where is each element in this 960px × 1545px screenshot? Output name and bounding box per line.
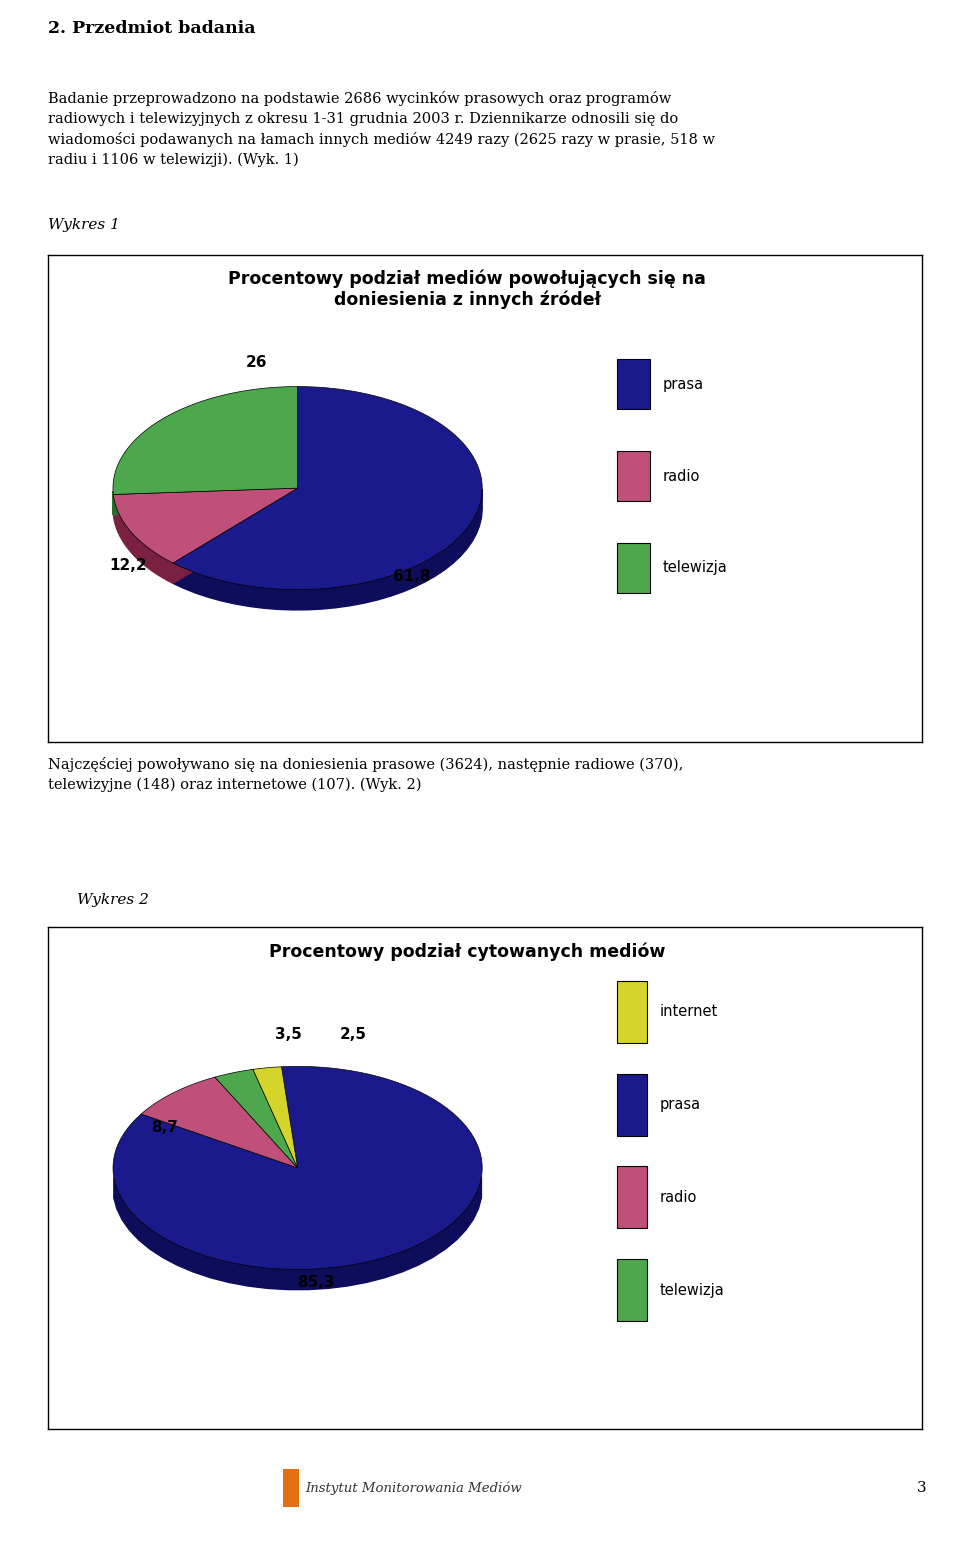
Polygon shape bbox=[173, 490, 482, 610]
Text: 2,5: 2,5 bbox=[340, 1027, 367, 1043]
Text: radio: radio bbox=[662, 468, 700, 484]
Polygon shape bbox=[173, 488, 298, 584]
Bar bbox=[617, 981, 647, 1043]
Bar bbox=[617, 1166, 647, 1228]
Text: telewizja: telewizja bbox=[660, 1282, 724, 1298]
Text: 12,2: 12,2 bbox=[108, 558, 147, 573]
Text: Badanie przeprowadzono na podstawie 2686 wycinków prasowych oraz programów
radio: Badanie przeprowadzono na podstawie 2686… bbox=[48, 91, 715, 167]
Text: prasa: prasa bbox=[662, 377, 704, 392]
Polygon shape bbox=[252, 1066, 298, 1168]
Text: Wykres 1: Wykres 1 bbox=[48, 218, 120, 232]
Text: 2. Przedmiot badania: 2. Przedmiot badania bbox=[48, 20, 255, 37]
Bar bbox=[617, 1259, 647, 1321]
Polygon shape bbox=[141, 1077, 298, 1168]
Text: Procentowy podział cytowanych mediów: Procentowy podział cytowanych mediów bbox=[269, 942, 665, 961]
Text: Najczęściej powoływano się na doniesienia prasowe (3624), następnie radiowe (370: Najczęściej powoływano się na doniesieni… bbox=[48, 757, 684, 793]
Text: 26: 26 bbox=[246, 355, 268, 371]
Text: 3,5: 3,5 bbox=[275, 1027, 301, 1043]
Polygon shape bbox=[113, 386, 298, 494]
Polygon shape bbox=[113, 488, 298, 514]
Text: prasa: prasa bbox=[660, 1097, 701, 1112]
Polygon shape bbox=[215, 1069, 298, 1168]
Text: 85,3: 85,3 bbox=[298, 1275, 335, 1290]
Text: 8,7: 8,7 bbox=[152, 1120, 179, 1134]
Polygon shape bbox=[173, 386, 482, 590]
Polygon shape bbox=[113, 1066, 482, 1270]
Text: Procentowy podział mediów powołujących się na
doniesienia z innych źródeł: Procentowy podział mediów powołujących s… bbox=[228, 269, 707, 309]
Bar bbox=[616, 360, 651, 409]
Polygon shape bbox=[114, 1177, 481, 1290]
Text: telewizja: telewizja bbox=[662, 561, 727, 575]
Text: radio: radio bbox=[660, 1190, 697, 1205]
Text: internet: internet bbox=[660, 1004, 717, 1020]
Bar bbox=[616, 451, 651, 501]
Bar bbox=[616, 542, 651, 593]
Polygon shape bbox=[113, 488, 298, 514]
Bar bbox=[283, 1469, 299, 1506]
Polygon shape bbox=[113, 494, 173, 584]
Text: 61,8: 61,8 bbox=[394, 569, 431, 584]
Bar bbox=[617, 1074, 647, 1136]
Text: Wykres 2: Wykres 2 bbox=[77, 893, 149, 907]
Text: Instytut Monitorowania Mediów: Instytut Monitorowania Mediów bbox=[305, 1482, 522, 1494]
Text: 3: 3 bbox=[917, 1480, 926, 1494]
Polygon shape bbox=[113, 488, 298, 562]
Polygon shape bbox=[173, 488, 298, 584]
